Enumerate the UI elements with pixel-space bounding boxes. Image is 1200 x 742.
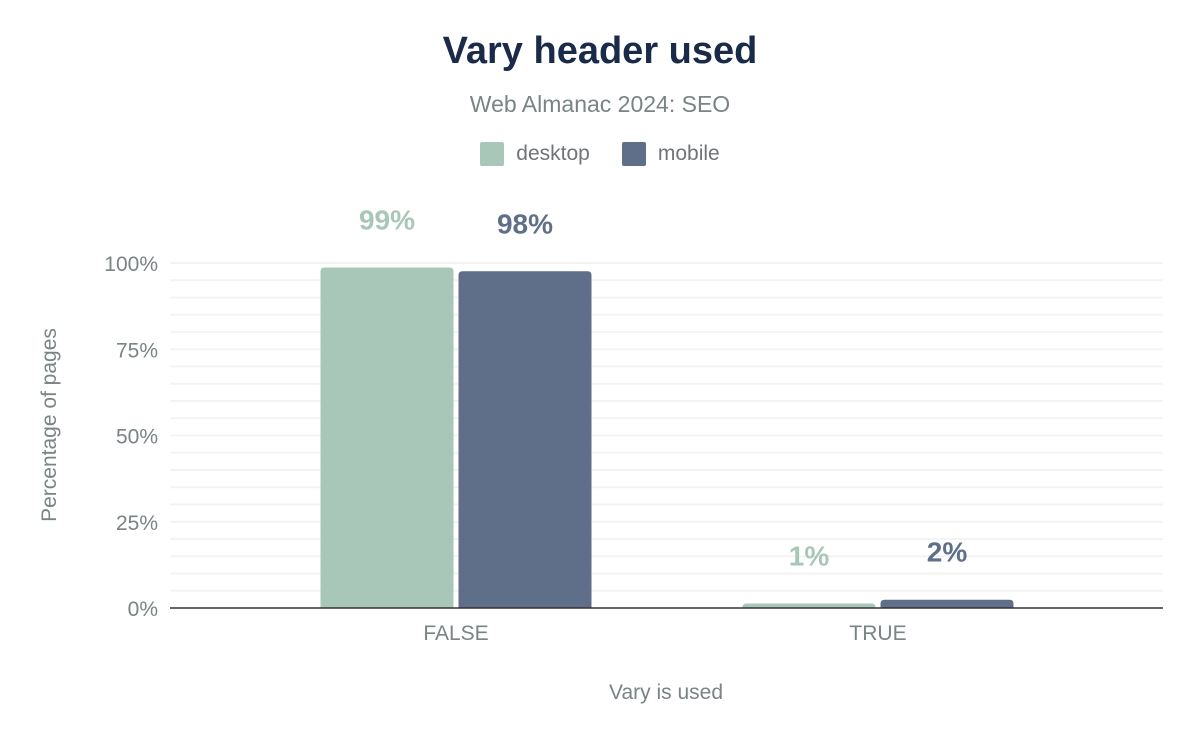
chart-subtitle: Web Almanac 2024: SEO (469, 91, 731, 117)
data-label: 98% (497, 208, 553, 239)
x-axis-label: Vary is used (609, 681, 723, 704)
legend-item-desktop[interactable]: desktop (480, 142, 590, 166)
legend: desktop mobile (0, 142, 1200, 166)
data-label: 99% (359, 204, 415, 235)
legend-item-mobile[interactable]: mobile (621, 142, 720, 166)
x-tick-label: TRUE (849, 622, 906, 645)
bar-mobile-false (458, 271, 592, 608)
data-label: 2% (927, 537, 968, 568)
legend-label: mobile (657, 142, 720, 165)
x-tick-label: FALSE (423, 622, 488, 645)
legend-label: desktop (516, 142, 590, 165)
bar-desktop-false (320, 267, 454, 608)
y-tick-label: 100% (104, 253, 158, 276)
bar-mobile-true (880, 599, 1014, 608)
y-tick-label: 25% (116, 512, 158, 535)
data-label: 1% (789, 541, 830, 572)
bar-desktop-true (742, 603, 876, 608)
chart-title: Vary header used (442, 30, 758, 72)
legend-swatch-desktop (480, 142, 505, 166)
legend-swatch-mobile (621, 142, 646, 166)
y-axis-label: Percentage of pages (38, 328, 61, 522)
y-tick-label: 0% (128, 598, 158, 621)
y-tick-label: 50% (116, 426, 158, 449)
y-tick-label: 75% (116, 339, 158, 362)
